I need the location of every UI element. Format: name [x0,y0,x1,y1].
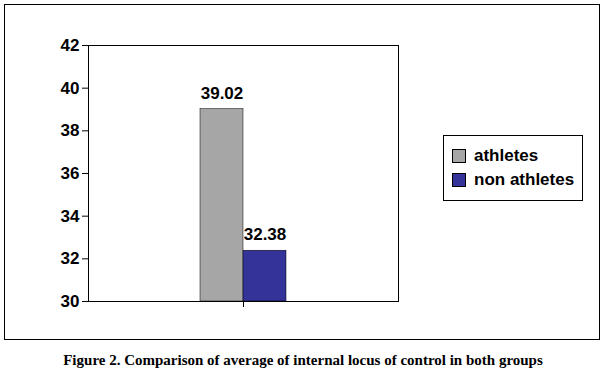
svg-text:32: 32 [61,249,80,268]
html-text:non athletes: non athletes [474,170,575,189]
svg-text:36: 36 [61,164,80,183]
svg-text:32.38: 32.38 [244,225,287,244]
svg-text:39.02: 39.02 [201,84,244,103]
svg-text:34: 34 [61,207,80,226]
html-text:Figure 2. Comparison of averag: Figure 2. Comparison of average of inter… [63,352,543,368]
svg-text:30: 30 [61,292,80,311]
svg-text:40: 40 [61,79,80,98]
svg-text:42: 42 [61,36,80,55]
html-text:athletes: athletes [474,146,539,165]
svg-text:38: 38 [61,121,80,140]
